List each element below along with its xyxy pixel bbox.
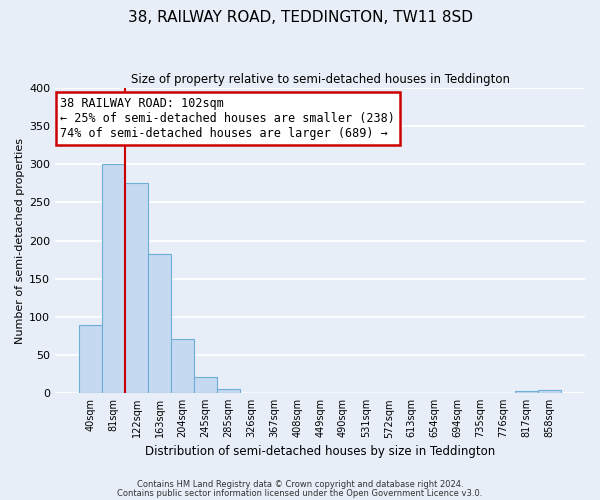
Bar xyxy=(194,377,217,393)
Bar xyxy=(538,390,561,393)
Bar xyxy=(217,390,240,393)
Bar xyxy=(79,324,102,393)
Text: 38, RAILWAY ROAD, TEDDINGTON, TW11 8SD: 38, RAILWAY ROAD, TEDDINGTON, TW11 8SD xyxy=(128,10,473,25)
Text: Contains public sector information licensed under the Open Government Licence v3: Contains public sector information licen… xyxy=(118,490,482,498)
Bar xyxy=(102,164,125,393)
Y-axis label: Number of semi-detached properties: Number of semi-detached properties xyxy=(15,138,25,344)
Text: 38 RAILWAY ROAD: 102sqm
← 25% of semi-detached houses are smaller (238)
74% of s: 38 RAILWAY ROAD: 102sqm ← 25% of semi-de… xyxy=(61,97,395,140)
Bar xyxy=(148,254,171,393)
Text: Contains HM Land Registry data © Crown copyright and database right 2024.: Contains HM Land Registry data © Crown c… xyxy=(137,480,463,489)
Bar xyxy=(515,391,538,393)
Bar xyxy=(171,339,194,393)
X-axis label: Distribution of semi-detached houses by size in Teddington: Distribution of semi-detached houses by … xyxy=(145,444,495,458)
Title: Size of property relative to semi-detached houses in Teddington: Size of property relative to semi-detach… xyxy=(131,72,509,86)
Bar xyxy=(125,184,148,393)
